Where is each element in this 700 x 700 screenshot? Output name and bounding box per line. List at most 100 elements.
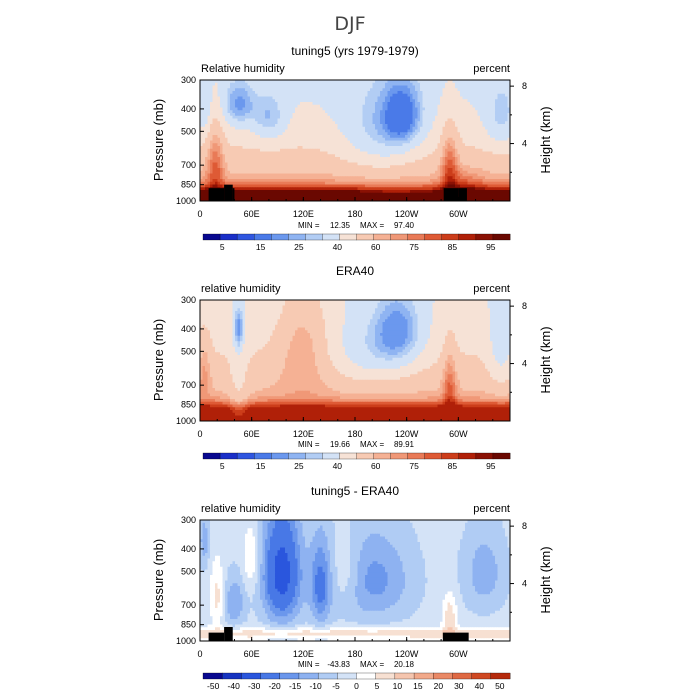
heatmap-cell	[332, 187, 336, 191]
heatmap-cell	[242, 104, 246, 108]
heatmap-cell	[240, 173, 243, 177]
heatmap-cell	[265, 137, 268, 141]
heatmap-cell	[477, 118, 481, 122]
heatmap-cell	[447, 135, 451, 139]
heatmap-cell	[452, 85, 456, 89]
heatmap-cell	[285, 102, 288, 106]
heatmap-cell	[237, 132, 241, 136]
heatmap-cell	[245, 157, 248, 161]
heatmap-cell	[365, 88, 368, 92]
heatmap-cell	[402, 179, 406, 183]
heatmap-cell	[435, 129, 438, 133]
heatmap-cell	[407, 170, 411, 174]
heatmap-cell	[235, 96, 238, 100]
heatmap-cell	[277, 159, 281, 163]
heatmap-cell	[317, 151, 321, 155]
heatmap-cell	[462, 110, 466, 114]
heatmap-cell	[367, 181, 371, 185]
heatmap-cell	[292, 165, 296, 169]
heatmap-cell	[217, 157, 221, 161]
heatmap-cell	[287, 151, 291, 155]
heatmap-cell	[262, 165, 266, 169]
heatmap-cell	[330, 157, 333, 161]
heatmap-cell	[317, 99, 321, 103]
heatmap-cell	[272, 173, 276, 177]
heatmap-cell	[227, 129, 231, 133]
heatmap-cell	[290, 121, 293, 125]
heatmap-cell	[490, 88, 493, 92]
heatmap-cell	[212, 104, 216, 108]
heatmap-cell	[310, 124, 313, 128]
heatmap-cell	[202, 162, 206, 166]
heatmap-cell	[395, 118, 398, 122]
heatmap-cell	[287, 154, 291, 158]
heatmap-cell	[300, 135, 303, 139]
heatmap-cell	[405, 140, 408, 144]
heatmap-cell	[202, 99, 206, 103]
heatmap-cell	[235, 173, 238, 177]
heatmap-cell	[495, 102, 498, 106]
heatmap-cell	[205, 113, 208, 117]
heatmap-cell	[252, 126, 256, 130]
heatmap-cell	[305, 181, 308, 185]
heatmap-cell	[255, 107, 258, 111]
heatmap-cell	[360, 99, 363, 103]
heatmap-cell	[455, 159, 458, 163]
heatmap-cell	[265, 140, 268, 144]
heatmap-cell	[217, 104, 221, 108]
heatmap-cell	[460, 140, 463, 144]
heatmap-cell	[215, 168, 218, 172]
heatmap-cell	[300, 170, 303, 174]
heatmap-cell	[320, 157, 323, 161]
heatmap-cell	[217, 140, 221, 144]
heatmap-cell	[320, 132, 323, 136]
heatmap-cell	[267, 157, 271, 161]
heatmap-cell	[475, 107, 478, 111]
heatmap-cell	[227, 170, 231, 174]
heatmap-cell	[480, 157, 483, 161]
heatmap-cell	[402, 157, 406, 161]
heatmap-cell	[297, 88, 301, 92]
heatmap-cell	[440, 80, 443, 84]
heatmap-cell	[420, 184, 423, 188]
heatmap-cell	[422, 179, 426, 183]
heatmap-cell	[457, 115, 461, 119]
heatmap-cell	[477, 124, 481, 128]
heatmap-cell	[357, 157, 361, 161]
heatmap-cell	[507, 137, 510, 141]
heatmap-cell	[342, 115, 346, 119]
heatmap-cell	[300, 110, 303, 114]
heatmap-cell	[370, 132, 373, 136]
heatmap-cell	[250, 151, 253, 155]
heatmap-cell	[437, 168, 441, 172]
heatmap-cell	[362, 124, 366, 128]
heatmap-cell	[432, 115, 436, 119]
heatmap-cell	[280, 176, 283, 180]
heatmap-cell	[367, 113, 371, 117]
heatmap-cell	[290, 168, 293, 172]
heatmap-cell	[430, 143, 433, 147]
heatmap-cell	[422, 148, 426, 152]
heatmap-cell	[487, 129, 491, 133]
heatmap-cell	[462, 99, 466, 103]
heatmap-cell	[217, 173, 221, 177]
heatmap-cell	[302, 157, 306, 161]
heatmap-cell	[500, 118, 503, 122]
heatmap-cell	[470, 107, 473, 111]
heatmap-cell	[462, 137, 466, 141]
heatmap-cell	[450, 121, 453, 125]
heatmap-cell	[355, 137, 358, 141]
heatmap-cell	[402, 104, 406, 108]
heatmap-cell	[387, 157, 391, 161]
heatmap-cell	[322, 96, 326, 100]
heatmap-cell	[417, 181, 421, 185]
heatmap-cell	[435, 124, 438, 128]
heatmap-cell	[280, 137, 283, 141]
heatmap-cell	[290, 184, 293, 188]
heatmap-cell	[410, 151, 413, 155]
heatmap-cell	[335, 159, 338, 163]
heatmap-cell	[427, 157, 431, 161]
heatmap-cell	[260, 154, 263, 158]
heatmap-cell	[372, 110, 376, 114]
heatmap-cell	[507, 91, 510, 95]
